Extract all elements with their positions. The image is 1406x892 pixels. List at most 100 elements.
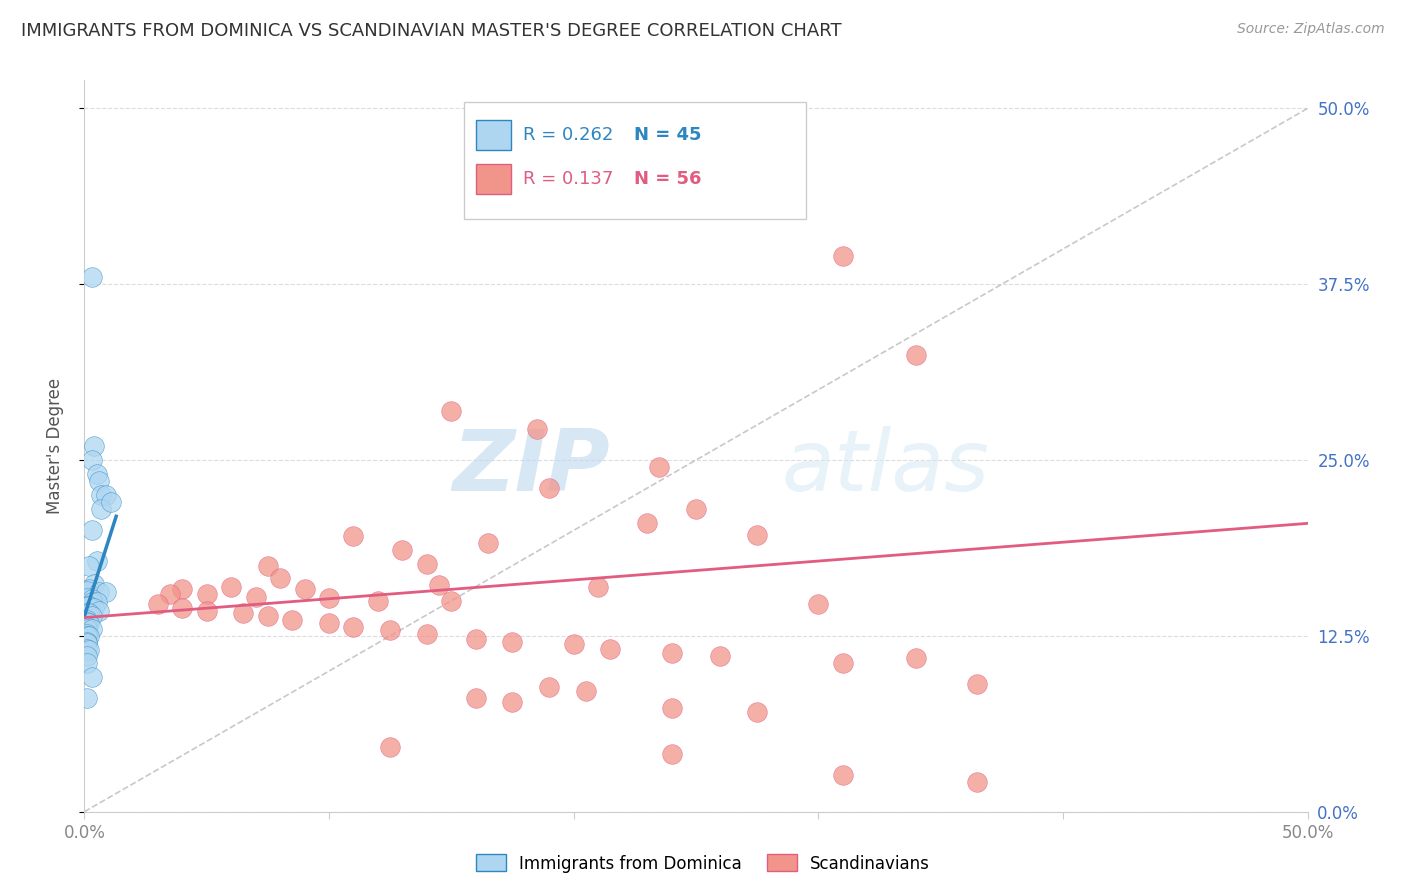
Y-axis label: Master's Degree: Master's Degree: [45, 378, 63, 514]
Point: [80, 595, 103, 609]
Point: [599, 641, 621, 656]
Point: [76, 690, 98, 705]
Point: [77, 629, 100, 643]
Point: [83, 600, 105, 615]
Point: [586, 580, 609, 594]
Point: [76, 627, 98, 641]
Text: atlas: atlas: [782, 426, 990, 509]
Text: R = 0.137: R = 0.137: [523, 170, 614, 188]
Point: [685, 502, 707, 516]
Point: [257, 609, 280, 624]
Point: [318, 591, 340, 605]
Point: [76, 641, 98, 656]
Point: [575, 683, 598, 698]
Point: [905, 651, 928, 665]
Point: [87, 474, 110, 488]
Point: [76, 614, 98, 628]
Point: [76, 615, 98, 629]
Text: IMMIGRANTS FROM DOMINICA VS SCANDINAVIAN MASTER'S DEGREE CORRELATION CHART: IMMIGRANTS FROM DOMINICA VS SCANDINAVIAN…: [21, 22, 842, 40]
Point: [245, 590, 267, 604]
Point: [76, 636, 98, 650]
Point: [172, 600, 194, 615]
Point: [966, 775, 988, 789]
Point: [380, 739, 402, 754]
Point: [76, 620, 98, 634]
Point: [440, 593, 463, 607]
Point: [464, 632, 486, 646]
Point: [87, 604, 110, 618]
Point: [440, 404, 463, 418]
Point: [747, 705, 769, 719]
Point: [86, 554, 108, 568]
Point: [80, 670, 103, 684]
Point: [502, 634, 524, 648]
Legend: Immigrants from Dominica, Scandinavians: Immigrants from Dominica, Scandinavians: [470, 847, 936, 880]
Point: [905, 348, 928, 362]
Point: [77, 607, 100, 621]
Point: [146, 597, 169, 611]
Point: [83, 439, 105, 453]
Point: [90, 502, 112, 516]
Point: [661, 646, 683, 660]
Text: Source: ZipAtlas.com: Source: ZipAtlas.com: [1237, 22, 1385, 37]
Point: [342, 529, 364, 543]
Point: [538, 680, 561, 694]
Point: [661, 747, 683, 761]
Point: [77, 558, 100, 573]
Point: [416, 627, 439, 641]
Point: [342, 620, 364, 634]
Point: [281, 614, 304, 628]
Point: [80, 524, 103, 538]
Text: ZIP: ZIP: [453, 426, 610, 509]
Point: [76, 648, 98, 663]
Point: [831, 656, 853, 670]
Point: [76, 622, 98, 636]
Point: [747, 527, 769, 541]
Point: [87, 585, 110, 599]
Point: [76, 599, 98, 614]
FancyBboxPatch shape: [475, 120, 512, 151]
FancyBboxPatch shape: [475, 163, 512, 194]
Point: [219, 580, 242, 594]
Point: [294, 582, 316, 597]
Point: [807, 597, 830, 611]
Point: [96, 585, 118, 599]
Point: [76, 591, 98, 605]
Point: [318, 616, 340, 631]
Point: [416, 557, 439, 571]
Text: R = 0.262: R = 0.262: [523, 126, 614, 145]
Point: [367, 593, 389, 607]
Point: [86, 595, 108, 609]
Point: [159, 587, 181, 601]
Point: [661, 700, 683, 714]
Point: [195, 604, 218, 618]
Point: [380, 624, 402, 638]
Point: [636, 516, 658, 531]
Point: [966, 676, 988, 690]
Point: [77, 582, 100, 597]
Point: [538, 481, 561, 495]
Point: [195, 587, 218, 601]
Point: [83, 577, 105, 591]
Point: [562, 637, 585, 651]
Point: [80, 622, 103, 636]
Point: [269, 571, 291, 585]
Point: [96, 488, 118, 502]
Point: [502, 695, 524, 709]
Point: [76, 607, 98, 621]
Point: [427, 578, 450, 592]
Point: [80, 270, 103, 285]
Point: [76, 634, 98, 648]
Point: [831, 768, 853, 782]
Point: [86, 467, 108, 482]
Point: [100, 495, 122, 509]
Point: [257, 558, 280, 573]
Point: [648, 460, 671, 475]
Point: [80, 592, 103, 607]
Point: [90, 488, 112, 502]
Point: [76, 656, 98, 670]
Point: [76, 629, 98, 643]
Point: [80, 609, 103, 624]
Point: [172, 582, 194, 597]
Point: [709, 648, 731, 663]
